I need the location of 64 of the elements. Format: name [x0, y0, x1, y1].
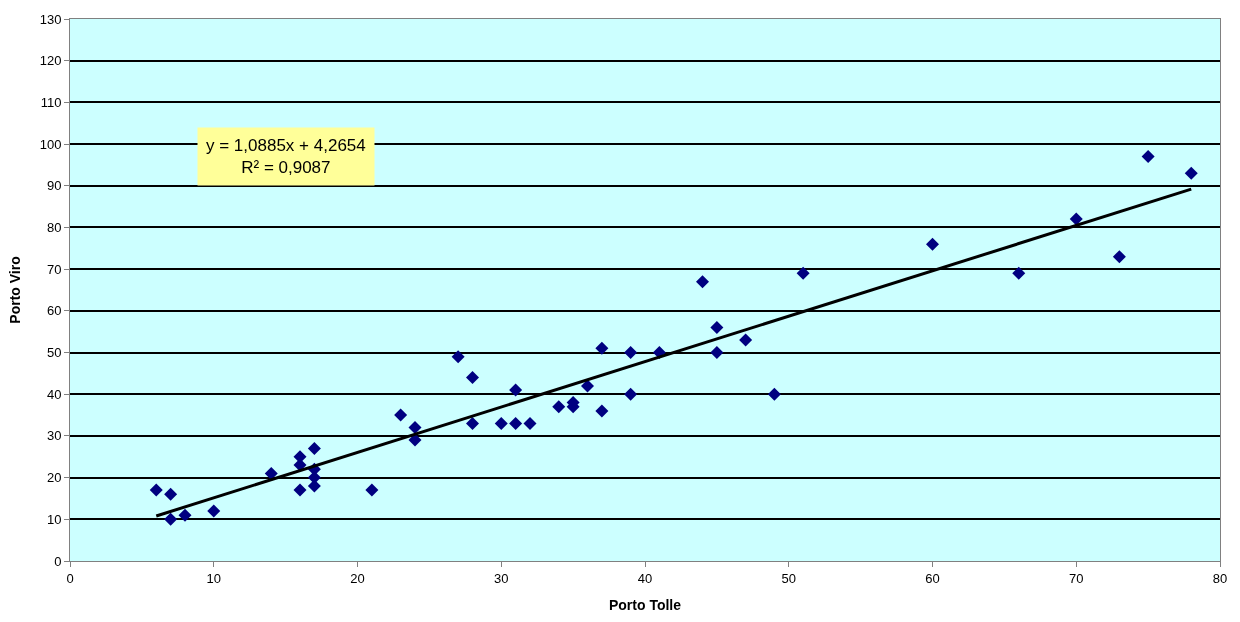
x-axis-title: Porto Tolle — [608, 596, 682, 613]
point — [595, 341, 609, 355]
point — [1012, 266, 1026, 280]
point — [624, 346, 638, 360]
point — [509, 416, 523, 430]
point — [149, 483, 163, 497]
point — [466, 371, 479, 385]
point — [1112, 250, 1126, 264]
y-tick-label: 80 — [46, 220, 62, 236]
y-tick-label: 120 — [39, 53, 62, 69]
point — [767, 387, 781, 401]
point — [1069, 212, 1083, 226]
y-tick-label: 30 — [46, 428, 62, 444]
y-tick-label: 60 — [46, 303, 62, 319]
point — [365, 483, 379, 497]
x-tick-label: 20 — [350, 570, 365, 586]
point — [451, 350, 465, 364]
x-tick-label: 0 — [66, 570, 74, 586]
x-tick-label: 50 — [781, 570, 796, 586]
point — [509, 383, 523, 397]
point — [523, 416, 537, 430]
x-tick-label: 80 — [1212, 570, 1228, 586]
y-tick-label: 40 — [46, 386, 62, 402]
point — [595, 404, 609, 418]
point — [178, 508, 192, 522]
annotation: y = 1,0885x + 4,2654 R² = 0,9087 — [206, 136, 366, 178]
point — [264, 466, 278, 480]
point — [581, 379, 594, 393]
point — [293, 483, 307, 497]
x-tick-label: 10 — [206, 570, 221, 586]
y-tick-label: 100 — [39, 136, 62, 152]
point — [494, 416, 508, 430]
point — [710, 321, 724, 335]
y-axis-title: Porto Viro — [7, 256, 24, 324]
y-tick-label: 70 — [46, 261, 62, 277]
point — [394, 408, 408, 422]
point — [466, 416, 479, 430]
point — [408, 433, 422, 447]
y-tick-label: 0 — [54, 553, 62, 569]
y-tick-label: 50 — [46, 345, 62, 361]
x-tick-label: 40 — [637, 570, 653, 586]
point — [552, 400, 566, 414]
point — [1141, 150, 1155, 164]
point — [164, 512, 178, 526]
point — [164, 487, 178, 501]
point — [926, 237, 939, 251]
x-tick-label: 60 — [925, 570, 940, 586]
y-tick-label: 10 — [46, 511, 62, 527]
point — [739, 333, 753, 347]
point — [307, 479, 321, 493]
point — [624, 387, 638, 401]
point — [408, 421, 422, 435]
y-tick-label: 20 — [46, 470, 62, 486]
point — [710, 346, 724, 360]
x-tick-label: 30 — [494, 570, 509, 586]
y-tick-label: 90 — [46, 178, 62, 194]
point — [207, 504, 221, 518]
point — [307, 441, 321, 455]
point — [696, 275, 709, 289]
point — [796, 266, 810, 280]
point — [1184, 166, 1198, 180]
x-tick-label: 70 — [1069, 570, 1084, 586]
y-tick-label: 130 — [39, 11, 62, 27]
y-tick-label: 110 — [40, 94, 62, 110]
